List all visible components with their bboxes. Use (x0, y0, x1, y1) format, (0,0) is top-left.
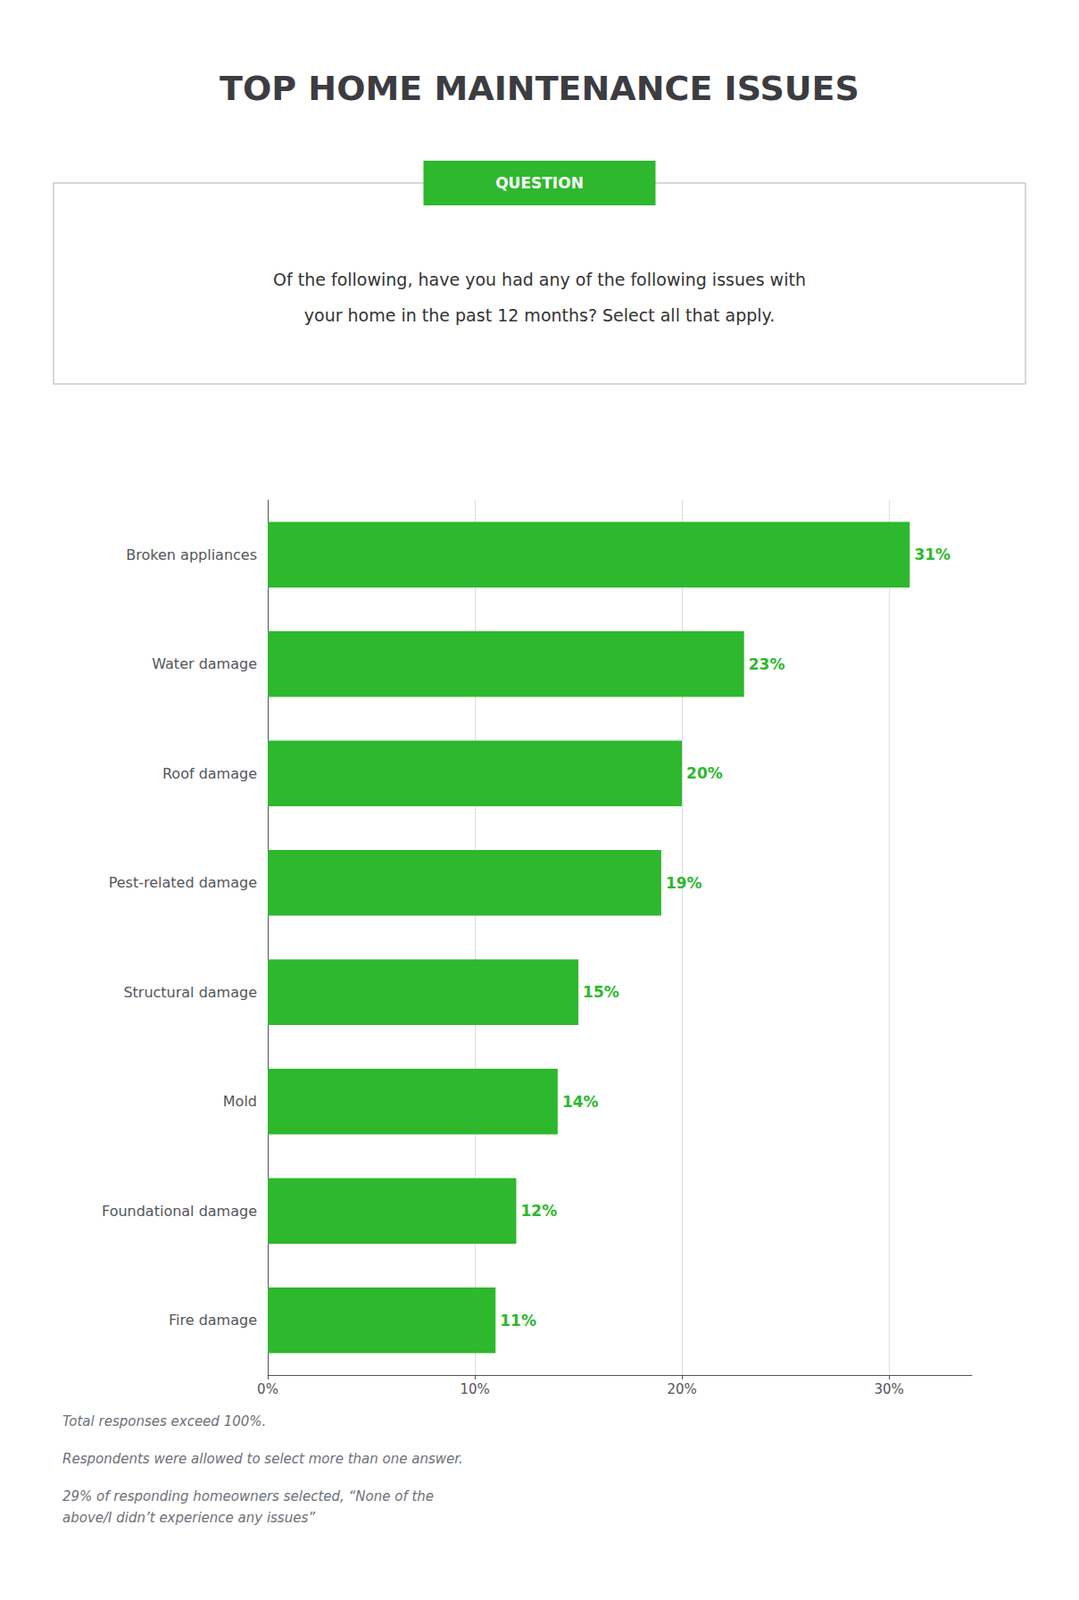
svg-text:Broken appliances: Broken appliances (125, 546, 258, 564)
svg-text:Roof damage: Roof damage (162, 764, 258, 782)
svg-text:Mold: Mold (223, 1092, 258, 1110)
svg-text:20%: 20% (666, 1380, 697, 1397)
svg-text:30%: 30% (874, 1380, 905, 1397)
svg-text:above/I didn’t experience any: above/I didn’t experience any issues” (62, 1509, 316, 1526)
svg-text:11%: 11% (499, 1311, 537, 1329)
svg-text:QUESTION: QUESTION (495, 174, 584, 192)
svg-text:your home in the past 12 month: your home in the past 12 months? Select … (304, 305, 775, 325)
svg-text:Water damage: Water damage (151, 655, 258, 673)
svg-text:23%: 23% (748, 655, 786, 673)
svg-text:10%: 10% (459, 1380, 490, 1397)
svg-text:15%: 15% (582, 982, 620, 1001)
svg-text:Structural damage: Structural damage (123, 983, 258, 1001)
svg-text:12%: 12% (520, 1201, 557, 1220)
svg-text:19%: 19% (665, 873, 703, 892)
svg-text:14%: 14% (562, 1092, 599, 1111)
svg-text:Total responses exceed 100%.: Total responses exceed 100%. (62, 1412, 266, 1429)
svg-text:Of the following, have you had: Of the following, have you had any of th… (273, 269, 806, 290)
svg-text:Pest-related damage: Pest-related damage (108, 873, 258, 891)
svg-text:0%: 0% (257, 1380, 279, 1397)
svg-text:TOP HOME MAINTENANCE ISSUES: TOP HOME MAINTENANCE ISSUES (219, 68, 860, 108)
svg-text:Foundational damage: Foundational damage (101, 1202, 258, 1220)
svg-text:29% of responding homeowners s: 29% of responding homeowners selected, “… (62, 1487, 434, 1504)
svg-text:Respondents were allowed to se: Respondents were allowed to select more … (62, 1450, 464, 1467)
svg-text:Fire damage: Fire damage (168, 1311, 258, 1328)
svg-text:31%: 31% (913, 545, 951, 564)
svg-text:20%: 20% (686, 763, 723, 782)
